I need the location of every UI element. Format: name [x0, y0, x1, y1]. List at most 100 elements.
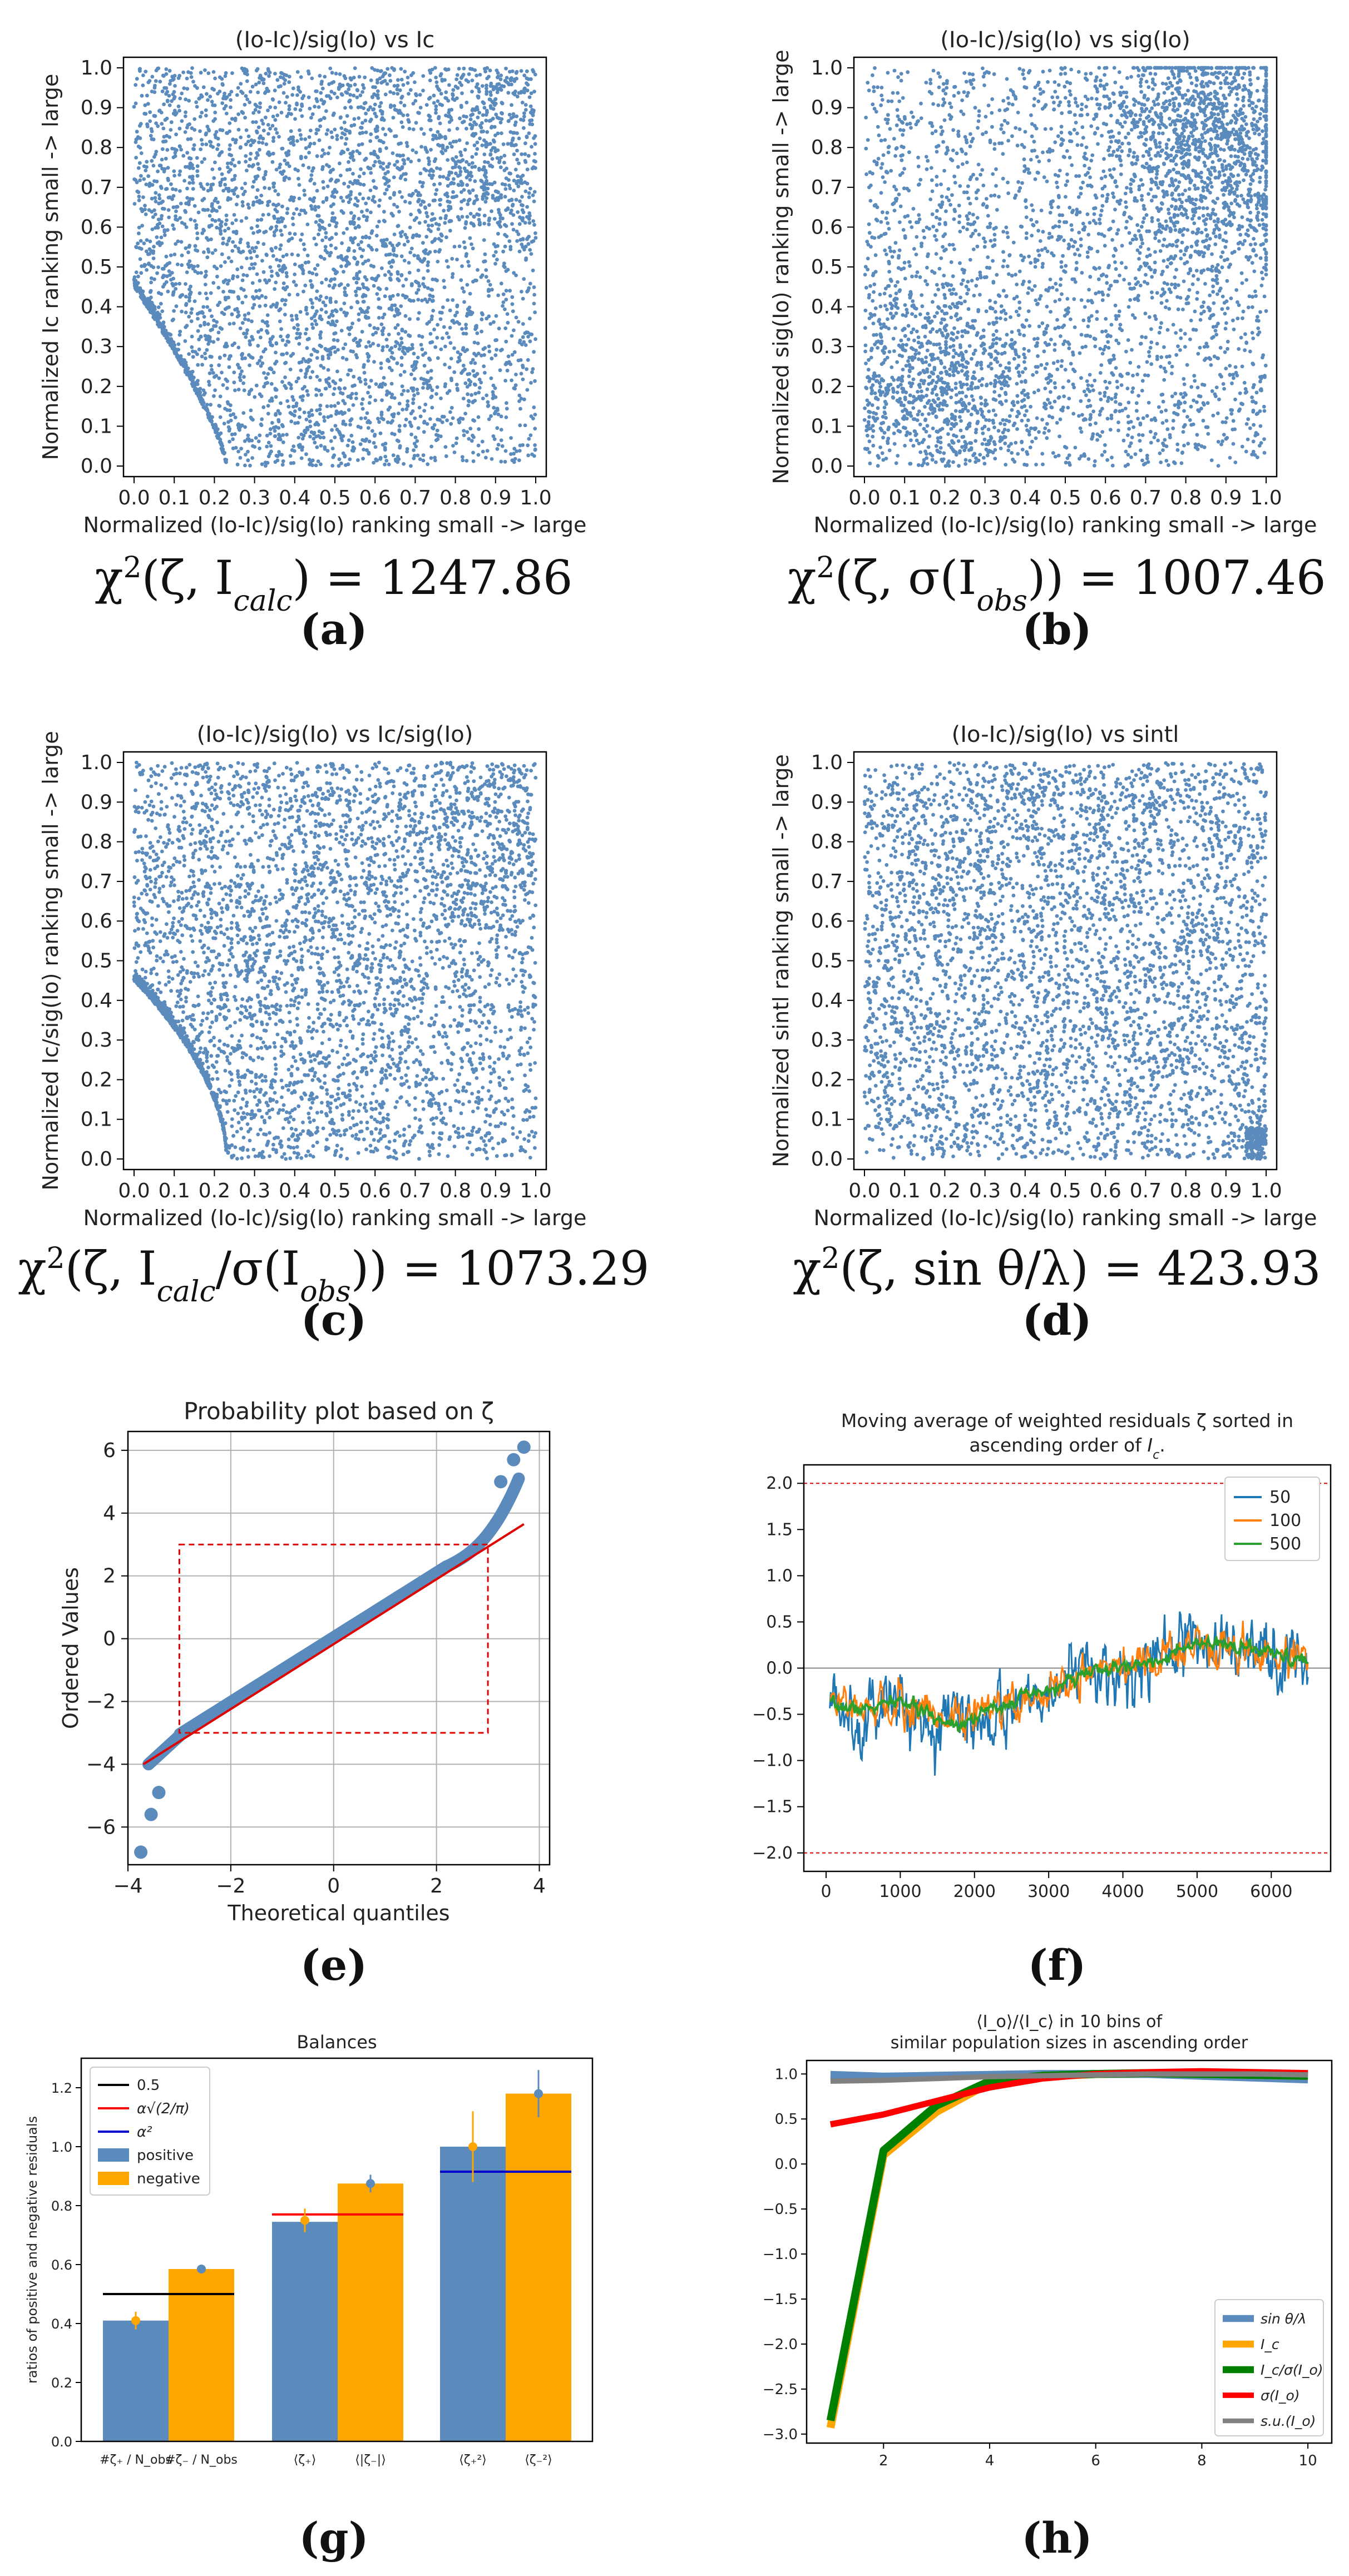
data-point: [309, 177, 313, 181]
data-point: [240, 200, 245, 204]
data-point: [387, 261, 392, 265]
data-point: [317, 388, 322, 393]
data-point: [349, 368, 353, 373]
data-point: [166, 166, 170, 170]
data-point: [420, 184, 424, 189]
data-point: [513, 77, 517, 82]
data-point: [302, 410, 307, 414]
data-point: [416, 426, 421, 430]
data-point: [305, 254, 310, 257]
data-point: [292, 326, 297, 330]
data-point: [422, 276, 426, 280]
data-point: [446, 208, 451, 212]
data-point: [438, 143, 442, 148]
data-point: [501, 142, 506, 146]
data-point: [314, 322, 319, 326]
data-point: [308, 419, 312, 424]
data-point: [147, 208, 151, 212]
data-point: [509, 436, 513, 440]
data-point: [279, 216, 284, 220]
data-point: [248, 339, 252, 343]
data-point: [505, 401, 508, 405]
data-point: [251, 120, 255, 125]
data-point: [330, 464, 335, 468]
data-point: [171, 77, 176, 81]
data-point: [365, 215, 369, 219]
data-point: [374, 135, 379, 140]
data-point: [413, 435, 418, 439]
data-point: [396, 78, 400, 82]
data-point: [477, 168, 481, 172]
data-point: [388, 295, 392, 299]
data-point: [370, 198, 375, 202]
data-point: [354, 289, 358, 294]
data-point: [202, 157, 206, 161]
data-point: [492, 125, 497, 129]
data-point: [264, 295, 268, 300]
data-point: [1139, 84, 1143, 88]
data-point: [362, 300, 366, 304]
data-point: [291, 398, 295, 402]
data-point: [231, 240, 235, 244]
data-point: [238, 375, 242, 380]
data-point: [997, 195, 1001, 199]
data-point: [173, 84, 177, 88]
data-point: [443, 216, 448, 220]
data-point: [218, 167, 222, 171]
data-point: [384, 146, 388, 150]
data-point: [495, 257, 499, 262]
data-point: [239, 145, 243, 149]
data-point: [200, 160, 204, 164]
data-point: [199, 147, 203, 151]
data-point: [143, 204, 147, 208]
data-point: [1182, 252, 1187, 257]
data-point: [456, 350, 460, 354]
data-point: [208, 339, 213, 343]
data-point: [451, 272, 455, 276]
data-point: [414, 92, 418, 96]
data-point: [291, 404, 295, 409]
data-point: [493, 386, 497, 390]
data-point: [441, 305, 445, 309]
data-point: [332, 91, 337, 96]
data-point: [511, 227, 516, 232]
data-point: [441, 175, 446, 179]
data-point: [413, 366, 418, 370]
data-point: [177, 173, 181, 177]
data-point: [508, 289, 512, 293]
data-point: [315, 408, 319, 413]
data-point: [345, 114, 349, 118]
data-point: [476, 268, 480, 272]
data-point: [274, 350, 278, 355]
data-point: [246, 202, 250, 207]
data-point: [399, 355, 404, 360]
data-point: [157, 313, 162, 316]
data-point: [174, 304, 179, 308]
data-point: [312, 236, 317, 241]
data-point: [473, 327, 477, 331]
data-point: [294, 379, 299, 384]
data-point: [304, 146, 308, 150]
data-point: [412, 351, 416, 356]
data-point: [278, 165, 281, 170]
data-point: [1127, 282, 1131, 286]
data-point: [278, 259, 282, 263]
data-point: [470, 78, 475, 83]
data-point: [333, 277, 337, 281]
data-point: [467, 189, 471, 194]
data-point: [434, 107, 438, 112]
data-point: [250, 246, 255, 250]
data-point: [533, 236, 538, 240]
data-point: [368, 105, 372, 110]
data-point: [511, 112, 516, 116]
data-point: [372, 195, 375, 199]
data-point: [506, 354, 511, 359]
data-point: [365, 420, 369, 424]
data-point: [397, 424, 402, 428]
data-point: [149, 289, 153, 293]
data-point: [474, 353, 478, 358]
data-point: [452, 177, 456, 181]
data-point: [887, 350, 892, 354]
data-point: [418, 180, 422, 184]
data-point: [254, 177, 258, 181]
